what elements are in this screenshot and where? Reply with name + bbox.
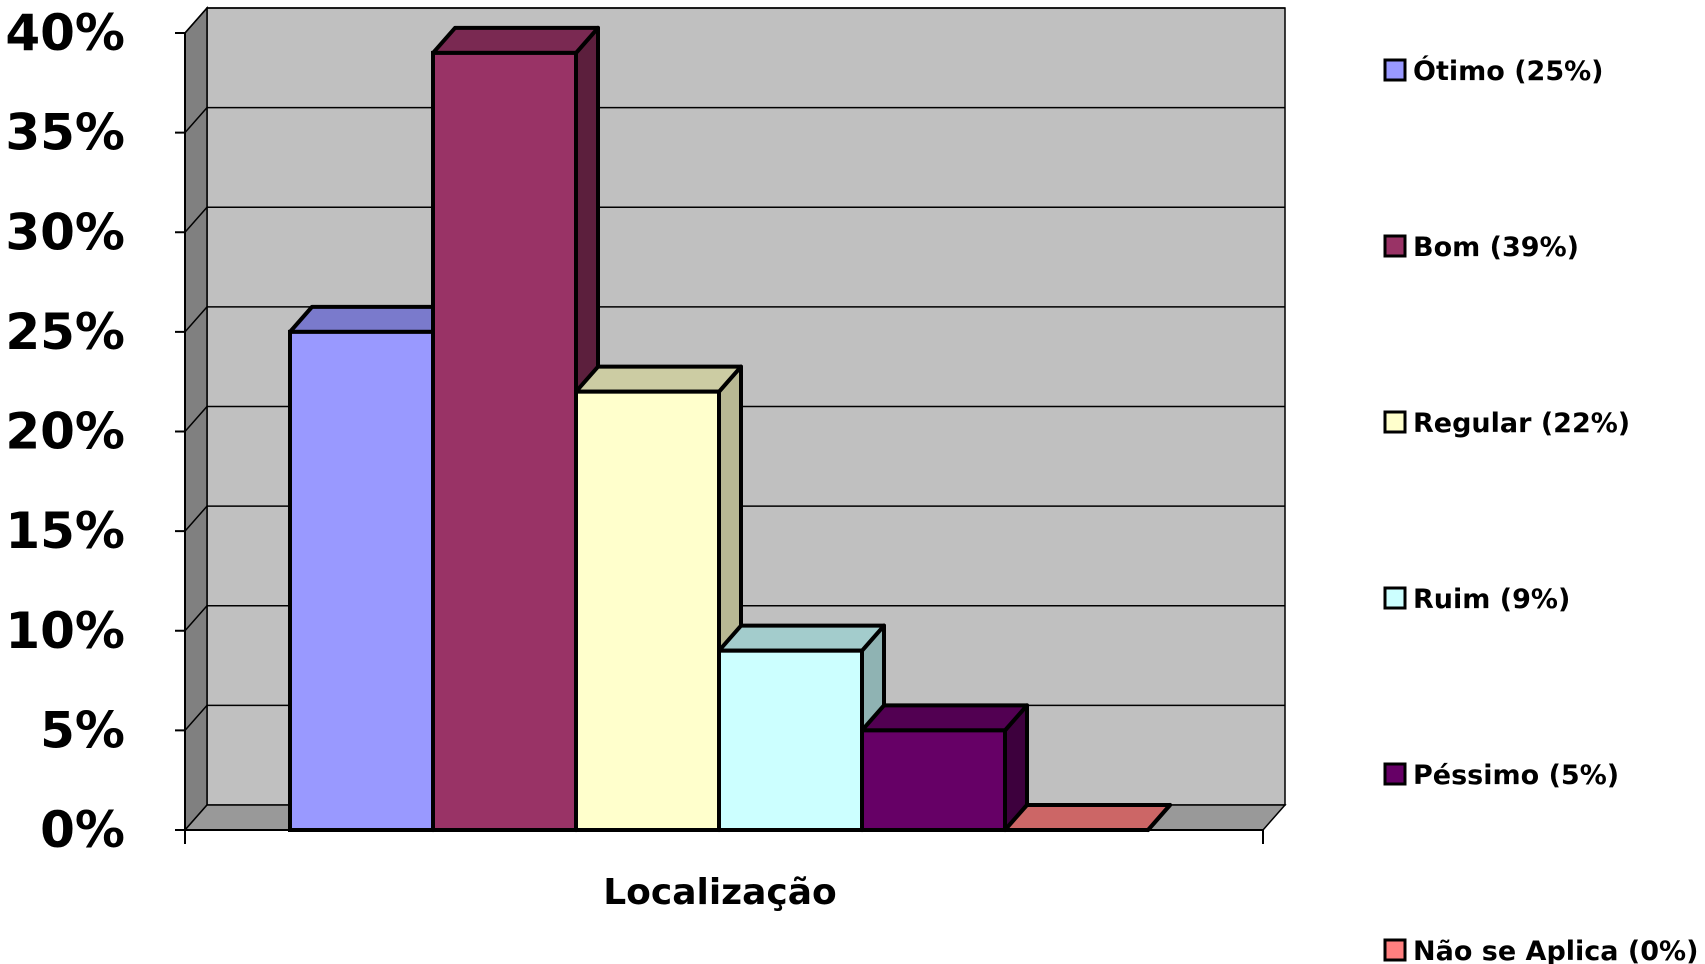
legend-item: Regular (22%): [1383, 408, 1630, 439]
bar-front: [574, 389, 721, 832]
bar-top: [431, 25, 600, 55]
bar-bom: [431, 25, 600, 833]
bar-n-o-se-aplica: [1003, 803, 1172, 832]
bar-regular: [574, 364, 743, 832]
legend-label: Não se Aplica (0%): [1413, 936, 1698, 964]
bar-p-ssimo: [860, 703, 1029, 832]
bar-top: [1003, 803, 1172, 832]
x-category-label: Localização: [603, 872, 837, 913]
gridline: [184, 605, 1285, 632]
legend-swatch: [1383, 938, 1407, 962]
legend-swatch: [1383, 762, 1407, 786]
bar-top: [574, 364, 743, 394]
y-tick-label: 30%: [5, 203, 125, 261]
y-tick-label: 35%: [5, 104, 125, 162]
y-tick-label: 25%: [5, 303, 125, 361]
legend: Ótimo (25%) Bom (39%) Regular (22%) Ruim (9…: [1383, 55, 1698, 964]
legend-swatch: [1383, 410, 1407, 434]
y-tick-label: 0%: [40, 801, 125, 859]
legend-swatch: [1383, 586, 1407, 610]
y-tick-label: 5%: [40, 701, 125, 759]
legend-label: Ótimo (25%): [1413, 55, 1604, 87]
bar--timo: [288, 304, 457, 832]
gridline: [184, 306, 1285, 333]
legend-label: Ruim (9%): [1413, 584, 1570, 615]
y-tick-label: 20%: [5, 403, 125, 461]
y-tick-label: 40%: [5, 4, 125, 62]
legend-item: Ruim (9%): [1383, 584, 1570, 615]
legend-label: Regular (22%): [1413, 408, 1630, 439]
legend-swatch: [1383, 58, 1407, 82]
bar-top: [288, 304, 457, 334]
bar-front: [860, 728, 1007, 832]
bar-top: [860, 703, 1029, 733]
legend-item: Péssimo (5%): [1383, 760, 1619, 791]
x-axis: Localização: [603, 872, 837, 913]
legend-item: Bom (39%): [1383, 232, 1579, 263]
bar-top: [717, 623, 886, 653]
gridline: [184, 206, 1285, 233]
gridline: [184, 405, 1285, 432]
gridlines: [184, 7, 1285, 731]
legend-swatch: [1383, 234, 1407, 258]
bar-front: [288, 329, 435, 832]
legend-label: Bom (39%): [1413, 232, 1579, 263]
gridline: [184, 7, 1285, 34]
bar-front: [431, 50, 578, 833]
y-tick-label: 15%: [5, 502, 125, 560]
legend-item: Ótimo (25%): [1383, 55, 1604, 87]
legend-item: Não se Aplica (0%): [1383, 936, 1698, 964]
legend-label: Péssimo (5%): [1413, 760, 1619, 791]
y-axis: 0% 5% 10% 15% 20% 25% 30% 35% 40%: [5, 4, 1264, 859]
gridline: [184, 505, 1285, 532]
bar-front: [717, 648, 864, 832]
y-tick-label: 10%: [5, 602, 125, 660]
gridline: [184, 106, 1285, 134]
bar-ruim: [717, 623, 886, 832]
bars: [288, 25, 1172, 833]
